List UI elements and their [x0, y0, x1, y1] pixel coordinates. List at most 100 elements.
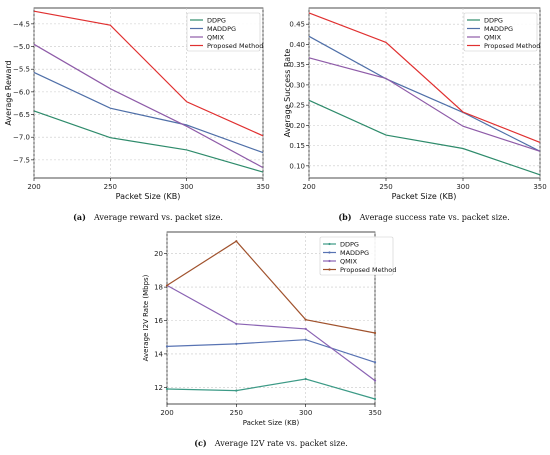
series-line-proposed-method [166, 240, 376, 334]
x-axis-label: Packet Size (KB) [243, 419, 300, 427]
x-tick-label: 250 [379, 183, 392, 191]
data-point-proposed-method [165, 284, 169, 287]
y-tick-label: 16 [154, 317, 163, 325]
legend-box [186, 12, 261, 52]
series-lines [33, 10, 264, 173]
series-line-maddpg [308, 35, 541, 152]
y-tick-label: 14 [154, 350, 163, 358]
series-line-ddpg [308, 99, 541, 176]
x-tick-label: 250 [104, 183, 117, 191]
legend-label-maddpg: MADDPG [340, 249, 369, 257]
legend-box [463, 12, 538, 52]
data-point-proposed-method [304, 318, 307, 321]
x-tick-label: 200 [27, 183, 40, 191]
y-tick-label: 0.25 [289, 102, 305, 110]
x-tick-label: 250 [230, 409, 243, 417]
grid-lines [33, 8, 264, 178]
y-tick-label: 18 [154, 284, 163, 292]
y-tick-label: −6.5 [13, 111, 30, 119]
x-tick-label: 350 [533, 183, 546, 191]
y-tick-label: −5.0 [13, 43, 30, 51]
y-tick-label: 12 [154, 384, 163, 392]
x-tick-label: 300 [456, 183, 469, 191]
series-line-ddpg [166, 378, 376, 400]
y-tick-label: 20 [154, 250, 163, 258]
x-tick-label: 300 [180, 183, 193, 191]
x-tick-label: 350 [368, 409, 381, 417]
chart-average-i2v-rate: 200 250 300 350 12 14 16 18 20 Packet Size (KB)… [142, 231, 396, 450]
data-point-ddpg [304, 377, 307, 381]
caption: (c) Average I2V rate vs. packet size. [194, 431, 347, 450]
y-tick-label: 0.45 [289, 21, 305, 29]
series-line-maddpg [166, 339, 376, 363]
legend-marker-proposed-method [328, 268, 331, 271]
caption-tag: (b) [338, 212, 351, 222]
y-tick-label: 0.20 [289, 122, 305, 130]
legend-label-ddpg: DDPG [207, 16, 226, 24]
y-tick-label: −5.5 [13, 66, 30, 74]
x-axis-label: Packet Size (KB) [116, 192, 181, 201]
chart-average-reward: 200 250 300 350 −7.5 −7.0 −6.5 −6.0 −5.5 −5.0 −4.… [4, 7, 270, 224]
legend-label-maddpg: MADDPG [484, 25, 513, 33]
data-point-proposed-method [235, 240, 238, 243]
caption-text: Average reward vs. packet size. [93, 213, 223, 222]
legend-marker-ddpg [328, 242, 331, 246]
data-point-maddpg [165, 345, 169, 348]
legend-label-proposed-method: Proposed Method [484, 42, 540, 50]
x-tick-label: 350 [256, 183, 269, 191]
legend-label-proposed-method: Proposed Method [207, 42, 263, 50]
data-point-maddpg [373, 361, 377, 364]
caption-tag: (c) [194, 438, 207, 448]
data-point-proposed-method [373, 331, 377, 335]
data-point-maddpg [235, 342, 238, 345]
series-lines [165, 240, 377, 401]
y-axis-label: Average I2V Rate (Mbps) [142, 274, 150, 361]
legend-label-qmix: QMIX [340, 257, 358, 265]
x-tick-label: 300 [299, 409, 312, 417]
y-tick-label: 0.10 [289, 162, 305, 170]
series-line-qmix [308, 57, 541, 152]
legend-marker-qmix [328, 259, 331, 263]
y-tick-label: −4.5 [13, 20, 30, 28]
data-point-qmix [373, 379, 377, 382]
data-point-qmix [235, 322, 238, 325]
y-tick-label: 0.40 [289, 41, 305, 49]
caption: (a) Average reward vs. packet size. [73, 205, 223, 224]
x-axis-label: Packet Size (KB) [392, 192, 457, 201]
y-tick-labels: −7.5 −7.0 −6.5 −6.0 −5.5 −5.0 −4.5 [13, 20, 34, 164]
series-lines [308, 12, 541, 176]
x-tick-labels: 200 250 300 350 [27, 178, 270, 191]
data-point-qmix [304, 327, 307, 330]
chart-average-success-rate: 200 250 300 350 0.10 0.15 0.20 0.25 0.30 0.35 0.4… [283, 7, 547, 224]
data-point-maddpg [304, 338, 307, 341]
caption-tag: (a) [73, 212, 86, 222]
legend-label-maddpg: MADDPG [207, 25, 236, 33]
series-line-maddpg [33, 71, 264, 154]
y-tick-label: 0.35 [289, 61, 305, 69]
data-point-ddpg [235, 389, 238, 392]
caption: (b) Average success rate vs. packet size… [338, 205, 509, 224]
legend-label-qmix: QMIX [207, 33, 225, 41]
data-point-ddpg [165, 387, 169, 391]
y-axis-label: Average Success Rate [283, 49, 292, 138]
y-tick-label: 0.30 [289, 81, 305, 89]
y-tick-label: 0.15 [289, 142, 305, 150]
legend-marker-maddpg [328, 251, 331, 254]
caption-text: Average success rate vs. packet size. [359, 213, 510, 222]
x-tick-labels: 200 250 300 350 [302, 178, 547, 191]
y-tick-labels: 12 14 16 18 20 [154, 250, 167, 392]
caption-text: Average I2V rate vs. packet size. [214, 439, 348, 448]
data-point-ddpg [373, 397, 377, 401]
legend-box [319, 236, 394, 276]
legend-label-proposed-method: Proposed Method [340, 266, 396, 274]
series-line-proposed-method [308, 12, 541, 143]
y-tick-label: −6.0 [13, 88, 30, 96]
series-line-qmix [166, 284, 376, 382]
series-line-qmix [33, 43, 264, 169]
x-tick-labels: 200 250 300 350 [160, 404, 382, 417]
y-tick-label: −7.0 [13, 134, 30, 142]
